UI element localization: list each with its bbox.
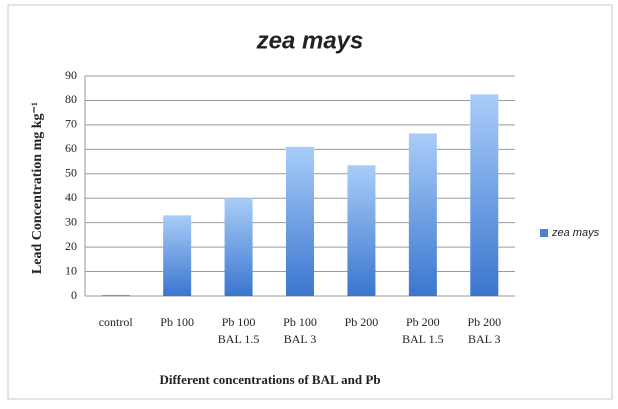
legend-swatch xyxy=(540,229,548,237)
y-tick-label: 80 xyxy=(65,92,77,106)
x-tick-label: Pb 200 BAL 1.5 xyxy=(402,315,444,346)
x-tick-label: Pb 100 BAL 1.5 xyxy=(218,315,260,346)
y-tick-label: 0 xyxy=(71,288,77,302)
y-tick-label: 70 xyxy=(65,117,77,131)
bar xyxy=(224,198,253,296)
y-tick-label: 10 xyxy=(65,263,77,277)
y-axis-label: Lead Concentration mg kg⁻¹ xyxy=(30,102,45,274)
x-tick-label: Pb 200 BAL 3 xyxy=(467,315,501,346)
x-axis-label: Different concentrations of BAL and Pb xyxy=(159,372,380,387)
x-tick-label: control xyxy=(99,315,134,329)
bar xyxy=(470,94,499,296)
x-tick-label: Pb 200 xyxy=(345,315,379,329)
x-tick-label: Pb 100 BAL 3 xyxy=(283,315,317,346)
bar xyxy=(163,215,192,296)
bar xyxy=(347,165,376,296)
chart-title: zea mays xyxy=(256,27,364,54)
bar xyxy=(286,146,314,296)
x-tick-label: Pb 100 xyxy=(160,315,194,329)
legend-label: zea mays xyxy=(551,227,600,239)
y-tick-label: 60 xyxy=(65,141,77,155)
bar xyxy=(101,294,130,296)
bar xyxy=(408,133,437,296)
y-tick-label: 20 xyxy=(65,239,77,253)
y-tick-label: 40 xyxy=(65,190,77,204)
y-tick-label: 50 xyxy=(65,166,77,180)
y-tick-label: 30 xyxy=(65,214,77,228)
y-tick-label: 90 xyxy=(65,68,77,82)
